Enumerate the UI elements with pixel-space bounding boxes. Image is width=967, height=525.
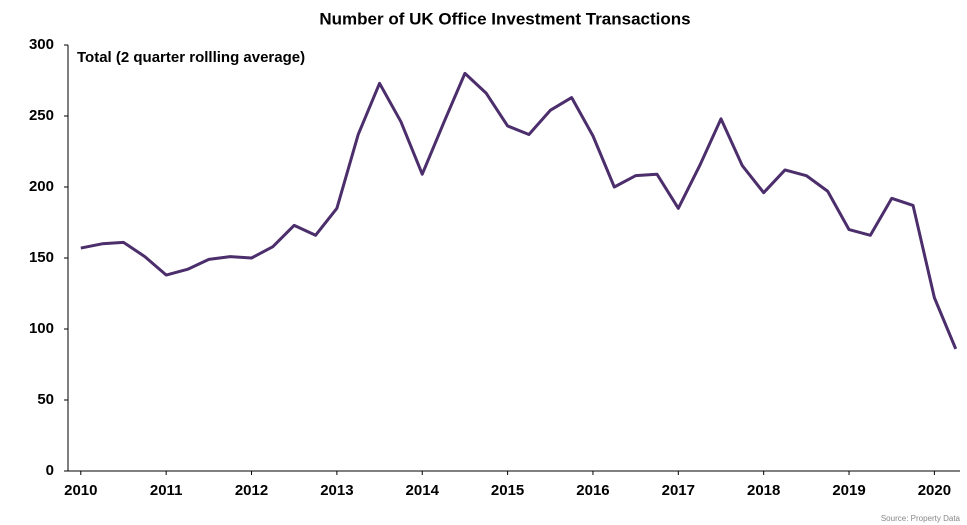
x-tick-label: 2018 xyxy=(747,482,780,499)
y-tick-label: 150 xyxy=(29,249,54,266)
x-tick-label: 2014 xyxy=(406,482,440,499)
x-tick-label: 2019 xyxy=(832,482,865,499)
y-tick-label: 250 xyxy=(29,107,54,124)
y-tick-label: 300 xyxy=(29,36,54,53)
x-tick-label: 2012 xyxy=(235,482,268,499)
x-tick-label: 2017 xyxy=(662,482,695,499)
y-tick-label: 0 xyxy=(46,462,54,479)
annotation: Total (2 quarter rollling average) xyxy=(77,49,305,66)
y-tick-label: 100 xyxy=(29,320,54,337)
x-tick-label: 2013 xyxy=(320,482,353,499)
x-tick-label: 2015 xyxy=(491,482,524,499)
chart-title: Number of UK Office Investment Transacti… xyxy=(319,9,690,28)
y-tick-label: 50 xyxy=(37,391,54,408)
x-tick-label: 2011 xyxy=(150,482,183,499)
x-tick-label: 2020 xyxy=(918,482,951,499)
source: Source: Property Data xyxy=(881,514,961,523)
line-series xyxy=(80,71,958,350)
x-tick-label: 2016 xyxy=(576,482,609,499)
y-tick-label: 200 xyxy=(29,178,54,195)
x-tick-label: 2010 xyxy=(64,482,97,499)
